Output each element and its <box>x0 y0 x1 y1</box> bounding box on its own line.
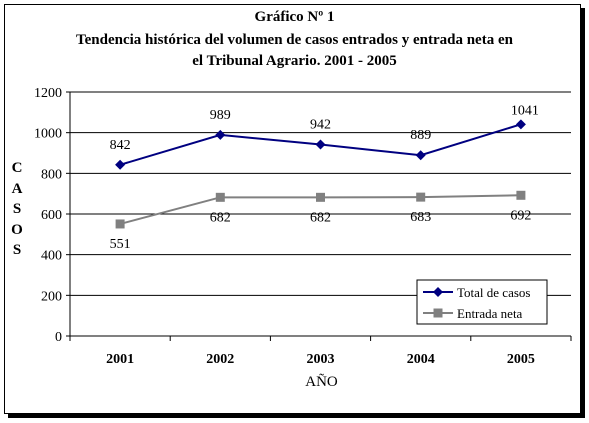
y-axis-label-letter: S <box>12 242 22 258</box>
x-tick-label: 2005 <box>507 352 535 367</box>
data-point-diamond <box>315 139 326 150</box>
data-point-square <box>215 192 225 202</box>
data-label: 683 <box>410 210 431 225</box>
chart-frame <box>4 4 581 414</box>
x-tick-label: 2004 <box>407 352 435 367</box>
x-tick-label: 2003 <box>307 352 335 367</box>
y-axis-label-letter: C <box>11 160 23 176</box>
y-tick-label: 200 <box>41 289 62 304</box>
data-label: 942 <box>310 117 331 132</box>
y-axis-label-letter: A <box>11 180 23 197</box>
data-label: 682 <box>210 210 231 225</box>
data-label: 551 <box>110 237 131 252</box>
y-tick-label: 600 <box>41 208 62 223</box>
data-point-diamond <box>415 150 426 161</box>
legend-marker-diamond <box>433 287 443 297</box>
data-point-square <box>416 192 426 202</box>
data-point-square <box>316 192 325 202</box>
data-label: 889 <box>410 128 431 143</box>
x-tick-label: 2001 <box>106 352 134 367</box>
data-point-diamond <box>515 119 526 130</box>
legend-marker-square <box>433 308 443 318</box>
y-axis-label-letter: S <box>12 201 22 217</box>
data-label: 682 <box>310 210 331 225</box>
y-axis-label-letter: O <box>11 221 23 238</box>
y-tick-label: 400 <box>41 249 62 264</box>
legend-label: Total de casos <box>457 285 530 300</box>
y-tick-label: 1000 <box>34 127 62 142</box>
y-tick-label: 1200 <box>34 86 62 101</box>
data-point-diamond <box>215 129 226 140</box>
data-point-diamond <box>115 159 126 170</box>
data-label: 1041 <box>511 103 539 118</box>
y-tick-label: 0 <box>55 330 62 345</box>
chart-subtitle-line-1: Tendencia histórica del volumen de casos… <box>76 32 513 48</box>
data-point-square <box>516 190 526 200</box>
x-tick-label: 2002 <box>206 352 234 367</box>
data-point-square <box>115 219 125 229</box>
chart-subtitle-line-2: el Tribunal Agrario. 2001 - 2005 <box>192 53 397 69</box>
data-label: 692 <box>510 208 531 223</box>
chart-title: Gráfico Nº 1 <box>254 9 335 25</box>
x-axis-label: AÑO <box>305 374 338 390</box>
data-label: 842 <box>110 138 131 153</box>
legend-label: Entrada neta <box>457 306 523 321</box>
y-tick-label: 800 <box>41 167 62 182</box>
data-label: 989 <box>210 108 231 123</box>
